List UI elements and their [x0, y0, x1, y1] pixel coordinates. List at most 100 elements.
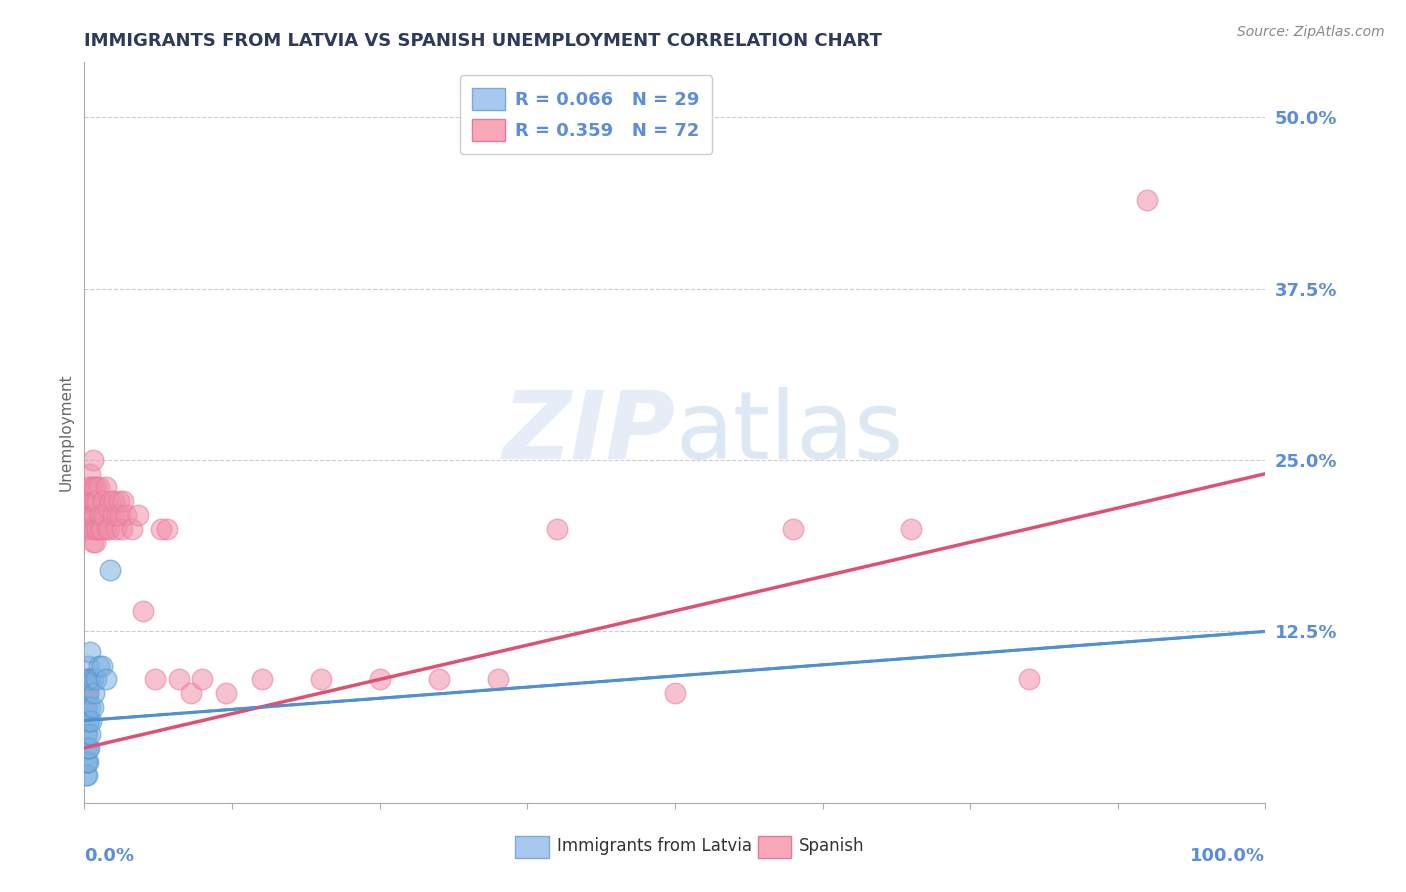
Point — [91, 494, 114, 508]
Point — [143, 673, 166, 687]
Point — [127, 508, 149, 522]
Point — [93, 508, 115, 522]
Point — [77, 673, 100, 687]
Point — [77, 714, 100, 728]
Point — [368, 673, 391, 687]
Point — [83, 480, 105, 494]
Point — [77, 508, 100, 522]
Point — [89, 522, 111, 536]
Point — [156, 522, 179, 536]
Point — [180, 686, 202, 700]
Point — [82, 699, 104, 714]
Point — [1018, 673, 1040, 687]
Point — [96, 522, 118, 536]
Legend: R = 0.066   N = 29, R = 0.359   N = 72: R = 0.066 N = 29, R = 0.359 N = 72 — [460, 75, 713, 153]
Point — [77, 494, 100, 508]
Point — [91, 522, 114, 536]
Point — [76, 686, 98, 700]
Point — [84, 522, 107, 536]
Point — [84, 535, 107, 549]
Point — [87, 658, 110, 673]
Point — [107, 494, 129, 508]
Bar — [516, 836, 548, 858]
Point — [80, 494, 103, 508]
Point — [91, 658, 114, 673]
Point — [150, 522, 173, 536]
Text: atlas: atlas — [675, 386, 903, 479]
Point — [1136, 193, 1159, 207]
Point — [664, 686, 686, 700]
Point — [77, 673, 100, 687]
Point — [82, 673, 104, 687]
Point — [84, 494, 107, 508]
Point — [77, 741, 100, 756]
Point — [76, 673, 98, 687]
Point — [132, 604, 155, 618]
Point — [215, 686, 238, 700]
Point — [98, 522, 121, 536]
Point — [111, 522, 134, 536]
Text: Source: ZipAtlas.com: Source: ZipAtlas.com — [1237, 25, 1385, 39]
Point — [427, 673, 450, 687]
Point — [167, 673, 190, 687]
Point — [94, 673, 117, 687]
Point — [76, 699, 98, 714]
Point — [80, 480, 103, 494]
Text: ZIP: ZIP — [502, 386, 675, 479]
Point — [86, 522, 108, 536]
Point — [86, 494, 108, 508]
Point — [76, 768, 98, 782]
Point — [77, 755, 100, 769]
Point — [79, 699, 101, 714]
Text: Immigrants from Latvia: Immigrants from Latvia — [557, 837, 752, 855]
Point — [83, 686, 105, 700]
Point — [108, 508, 131, 522]
Point — [77, 741, 100, 756]
Point — [76, 508, 98, 522]
Point — [121, 522, 143, 536]
Point — [75, 768, 97, 782]
Point — [103, 494, 125, 508]
Point — [77, 673, 100, 687]
Point — [900, 522, 922, 536]
Point — [79, 508, 101, 522]
Point — [77, 714, 100, 728]
Text: Spanish: Spanish — [799, 837, 865, 855]
Y-axis label: Unemployment: Unemployment — [58, 374, 73, 491]
Point — [76, 755, 98, 769]
Point — [98, 494, 121, 508]
Text: 0.0%: 0.0% — [84, 847, 135, 865]
Point — [94, 480, 117, 494]
Point — [114, 508, 136, 522]
Point — [76, 727, 98, 741]
Point — [77, 522, 100, 536]
Point — [97, 501, 120, 516]
Point — [76, 673, 98, 687]
Point — [79, 673, 101, 687]
Point — [75, 727, 97, 741]
Point — [79, 727, 101, 741]
Point — [82, 453, 104, 467]
Point — [782, 522, 804, 536]
Point — [250, 673, 273, 687]
Point — [79, 645, 101, 659]
Point — [77, 658, 100, 673]
Point — [191, 673, 214, 687]
Point — [87, 508, 110, 522]
Point — [77, 480, 100, 494]
Point — [75, 741, 97, 756]
Point — [105, 522, 128, 536]
Point — [309, 673, 332, 687]
Point — [546, 522, 568, 536]
Point — [98, 563, 121, 577]
Point — [80, 522, 103, 536]
Point — [77, 686, 100, 700]
Point — [79, 467, 101, 481]
Text: 100.0%: 100.0% — [1191, 847, 1265, 865]
Point — [84, 673, 107, 687]
Point — [83, 522, 105, 536]
Point — [75, 755, 97, 769]
Point — [83, 508, 105, 522]
Point — [486, 673, 509, 687]
Point — [107, 508, 129, 522]
